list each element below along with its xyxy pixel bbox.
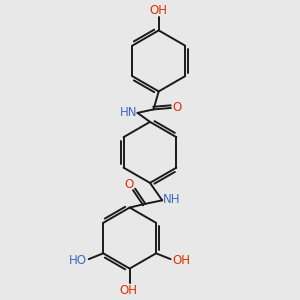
Text: O: O [124, 178, 134, 191]
Text: OH: OH [150, 4, 168, 17]
Text: OH: OH [119, 284, 137, 297]
Text: HO: HO [69, 254, 87, 267]
Text: HN: HN [119, 106, 137, 119]
Text: NH: NH [163, 193, 181, 206]
Text: O: O [173, 101, 182, 114]
Text: OH: OH [172, 254, 190, 267]
